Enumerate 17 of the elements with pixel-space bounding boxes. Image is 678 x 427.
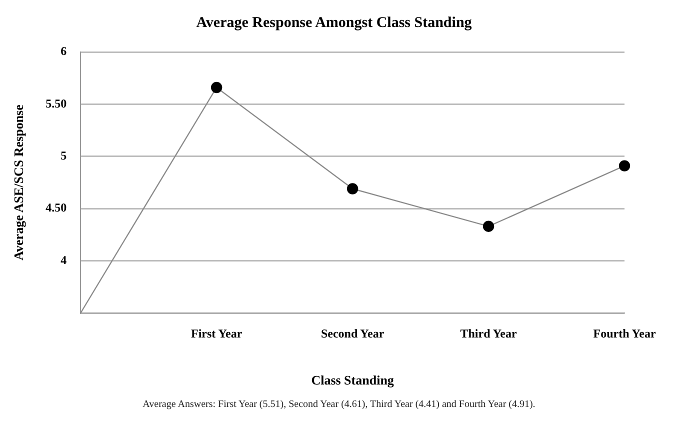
x-tick-label: Fourth Year: [593, 326, 656, 340]
y-axis-title: Average ASE/SCS Response: [11, 104, 26, 260]
y-tick-label: 5.50: [46, 96, 67, 110]
point: [482, 220, 494, 232]
y-tick-label: 6: [60, 44, 67, 58]
x-tick-label: First Year: [190, 326, 243, 340]
point: [618, 160, 630, 172]
point: [346, 183, 358, 194]
x-tick-label: Second Year: [320, 326, 385, 340]
y-tick-label: 5: [60, 148, 67, 162]
chart-title: Average Response Amongst Class Standing: [196, 14, 472, 31]
text: Average Answers: First Year (5.51), Second Year (4.61), Third Year (4.41) and Fourth Year (4.91).: [142, 399, 536, 410]
y-tick-label: 4.50: [46, 200, 67, 215]
x-tick-label: Third Year: [460, 326, 518, 340]
point: [210, 82, 222, 94]
y-tick-label: 4: [60, 252, 67, 267]
x-axis-title: Class Standing: [311, 372, 394, 388]
